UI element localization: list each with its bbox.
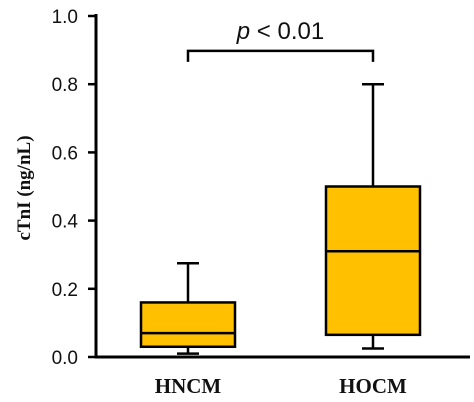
x-category-label: HNCM bbox=[155, 374, 222, 398]
box-iqr bbox=[324, 185, 422, 337]
p-threshold: < 0.01 bbox=[250, 18, 324, 45]
significance-annotation: p < 0.01 bbox=[186, 18, 375, 62]
p-value-label: p < 0.01 bbox=[236, 18, 324, 45]
y-tick-label: 0.4 bbox=[52, 212, 79, 233]
y-tick-label: 0.8 bbox=[52, 75, 78, 96]
box-hncm bbox=[139, 261, 237, 355]
y-tick-label: 1.0 bbox=[52, 7, 78, 28]
p-symbol: p bbox=[236, 18, 250, 45]
y-axis-ticks: 0.0 0.2 0.4 0.6 0.8 1.0 bbox=[52, 7, 96, 369]
significance-bracket bbox=[186, 49, 375, 62]
x-axis-categories: HNCM HOCM bbox=[155, 374, 407, 398]
y-tick-label: 0.0 bbox=[52, 348, 78, 369]
y-axis-label: cTnI (ng/nL) bbox=[14, 135, 35, 240]
box-hocm bbox=[324, 82, 422, 350]
x-category-label: HOCM bbox=[339, 374, 407, 398]
box-iqr bbox=[139, 301, 237, 349]
y-tick-label: 0.2 bbox=[52, 280, 78, 301]
y-tick-label: 0.6 bbox=[52, 143, 78, 164]
boxes-group bbox=[139, 82, 422, 355]
